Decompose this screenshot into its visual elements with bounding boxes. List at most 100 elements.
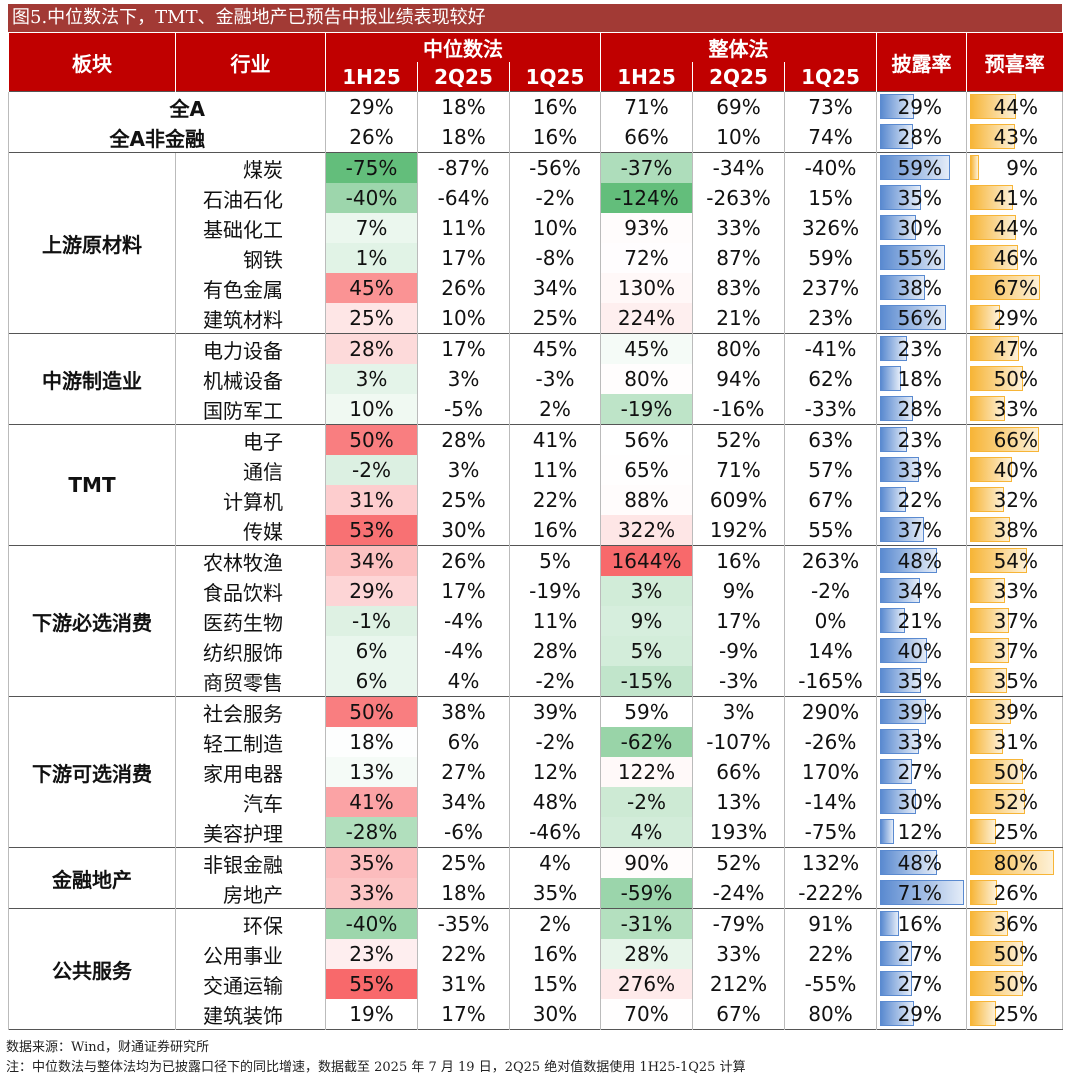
cell-text: 25% — [993, 820, 1039, 844]
value-cell: 31% — [966, 727, 1063, 757]
sector-cell: 中游制造业 — [8, 333, 176, 425]
cell-text: 56% — [624, 428, 669, 452]
value-cell: 71% — [876, 878, 967, 909]
data-bar — [970, 971, 1023, 996]
data-bar — [880, 275, 925, 300]
data-bar — [880, 880, 965, 905]
value-cell: 34% — [417, 787, 510, 817]
row: 家用电器 13% 27% 12% 122% 66% 170% 27% 50% — [9, 757, 1063, 787]
value-cell: 34% — [325, 545, 418, 576]
cell-text: 35% — [993, 669, 1039, 693]
value-cell: 14% — [783, 636, 877, 666]
cell-text: 18% — [897, 367, 943, 391]
cell-text: 54% — [993, 549, 1039, 573]
value-cell: 66% — [966, 424, 1063, 455]
cell-text: -8% — [535, 246, 575, 270]
value-cell: 21% — [692, 303, 785, 334]
cell-text: -3% — [719, 669, 758, 693]
value-cell: -165% — [783, 666, 877, 697]
cell-text: 28% — [897, 397, 943, 421]
header-cell: 整体法 — [599, 33, 877, 62]
value-cell: -222% — [783, 878, 877, 909]
value-cell: 40% — [966, 455, 1063, 485]
value-cell: -75% — [783, 817, 877, 848]
value-cell: 15% — [509, 969, 601, 999]
sector-cell: 金融地产 — [8, 847, 176, 909]
cell-text: 45% — [532, 337, 578, 361]
cell-text: -40% — [345, 186, 398, 210]
cell-text: 22% — [441, 942, 486, 966]
cell-text: 35% — [349, 851, 394, 875]
cell-text: 2% — [539, 912, 571, 936]
cell-text: 33% — [716, 942, 761, 966]
data-bar — [970, 789, 1025, 814]
cell-text: 23% — [808, 306, 853, 330]
value-cell: 18% — [417, 91, 510, 122]
value-cell: -40% — [325, 908, 418, 939]
value-cell: 17% — [417, 576, 510, 606]
cell-text: 6% — [447, 730, 480, 754]
row: 全A非金融 26% 18% 16% 66% 10% 74% 28% 43% — [8, 122, 1063, 153]
data-bar — [880, 729, 920, 754]
cell-text: 224% — [617, 306, 676, 330]
value-cell: -3% — [692, 666, 785, 697]
data-bar — [970, 305, 1001, 330]
value-cell: 34% — [876, 576, 967, 606]
industry-cell: 环保 — [175, 908, 326, 939]
cell-text: -3% — [535, 367, 575, 391]
value-cell: -26% — [783, 727, 877, 757]
cell-text: 33% — [716, 216, 761, 240]
value-cell: 30% — [876, 787, 967, 817]
cell-text: 35% — [897, 669, 943, 693]
value-cell: 3% — [417, 364, 510, 394]
industry-cell: 农林牧渔 — [175, 545, 326, 576]
header-cell: 1Q25 — [783, 62, 877, 92]
value-cell: 59% — [600, 696, 693, 727]
cell-text: 4% — [539, 851, 571, 875]
value-cell: -34% — [692, 152, 785, 183]
data-bar — [970, 94, 1017, 119]
value-cell: -2% — [600, 787, 693, 817]
value-cell: -62% — [600, 727, 693, 757]
cell-text: -2% — [535, 669, 575, 693]
cell-text: 3% — [722, 700, 755, 724]
value-cell: 6% — [325, 666, 418, 697]
cell-text: 83% — [716, 276, 761, 300]
value-cell: 90% — [600, 847, 693, 878]
row: 轻工制造 18% 6% -2% -62% -107% -26% 33% 31% — [9, 727, 1063, 757]
value-cell: -6% — [417, 817, 510, 848]
cell-text: 44% — [993, 95, 1039, 119]
value-cell: 41% — [966, 183, 1063, 213]
value-cell: 80% — [783, 999, 877, 1030]
industry-cell: 电力设备 — [175, 333, 326, 364]
value-cell: 3% — [417, 455, 510, 485]
value-cell: 10% — [692, 122, 785, 153]
value-cell: 3% — [600, 576, 693, 606]
cell-text: 62% — [808, 367, 853, 391]
cell-text: 17% — [441, 1002, 486, 1026]
value-cell: 56% — [876, 303, 967, 334]
value-cell: 33% — [692, 939, 785, 969]
data-bar — [970, 880, 998, 905]
cell-text: 28% — [624, 942, 669, 966]
cell-text: 22% — [808, 942, 853, 966]
header-cell: 预喜率 — [966, 33, 1063, 92]
value-cell: 80% — [600, 364, 693, 394]
data-bar — [970, 215, 1017, 240]
value-cell: 38% — [876, 273, 967, 303]
industry-cell: 传媒 — [175, 515, 326, 546]
cell-text: 34% — [349, 549, 394, 573]
cell-text: 19% — [349, 1002, 394, 1026]
value-cell: 29% — [876, 91, 967, 122]
value-cell: 41% — [325, 787, 418, 817]
cell-text: 27% — [897, 760, 943, 784]
data-bar — [880, 517, 924, 542]
value-cell: 67% — [783, 485, 877, 515]
cell-text: 50% — [349, 700, 394, 724]
cell-text: -263% — [706, 186, 771, 210]
cell-text: 27% — [441, 760, 486, 784]
data-bar — [970, 336, 1020, 361]
cell-text: 31% — [441, 972, 486, 996]
cell-text: 170% — [801, 760, 860, 784]
value-cell: -55% — [783, 969, 877, 999]
